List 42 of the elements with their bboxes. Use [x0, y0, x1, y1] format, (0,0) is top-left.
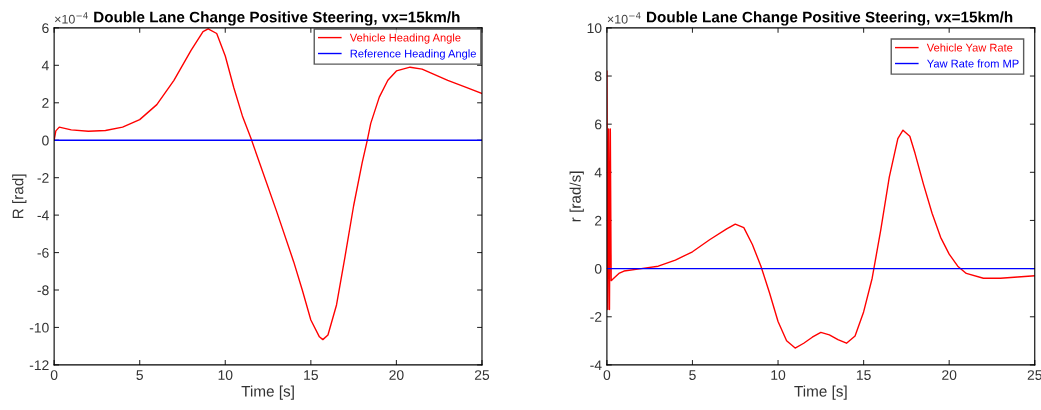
- chart-title: Double Lane Change Positive Steering, vx=15km/h: [94, 11, 460, 26]
- x-tick-label: 15: [304, 370, 318, 380]
- x-tick-label: 5: [136, 370, 143, 380]
- y-tick-label: 6: [42, 23, 49, 34]
- y-tick-label: 6: [595, 119, 602, 130]
- legend-label: Vehicle Yaw Rate: [926, 43, 1013, 52]
- y-tick-label: 2: [595, 215, 602, 226]
- x-tick-label: 10: [771, 370, 786, 380]
- y-tick-label: 8: [594, 71, 602, 82]
- y-tick-label: -8: [37, 285, 49, 296]
- y-tick-label: -2: [37, 173, 49, 183]
- y-tick-label: 0: [42, 135, 49, 146]
- y-tick-label: 10: [587, 23, 602, 34]
- x-axis-title: Time [s]: [241, 385, 294, 400]
- legend-label: Reference Heading Angle: [350, 49, 476, 60]
- y-tick-label: -12: [29, 360, 49, 370]
- y-axis-title: r [rad/s]: [569, 171, 584, 222]
- legend-label: Vehicle Heading Angle: [349, 33, 461, 44]
- y-tick-label: 0: [594, 263, 602, 274]
- x-tick-label: 10: [218, 370, 233, 380]
- x-tick-label: 20: [389, 370, 404, 380]
- y-tick-label: 4: [594, 167, 602, 178]
- y-axis-title: R [rad]: [12, 174, 27, 219]
- x-tick-label: 25: [1027, 370, 1041, 380]
- x-tick-label: 0: [603, 370, 611, 380]
- x-tick-label: 15: [856, 370, 871, 380]
- chart-title: Double Lane Change Positive Steering, vx=15km/h: [646, 11, 1013, 26]
- x-tick-label: 25: [474, 370, 490, 380]
- y-tick-label: -6: [37, 247, 49, 258]
- y-tick-label: -2: [590, 312, 602, 322]
- y-tick-label: 2: [42, 98, 49, 108]
- text: ×10$^{−4}$: [55, 12, 88, 24]
- y-tick-label: -10: [29, 322, 49, 333]
- text: ×10$^{−4}$: [607, 12, 641, 24]
- x-tick-label: 5: [689, 370, 696, 380]
- x-tick-label: 20: [942, 370, 957, 380]
- x-tick-label: 0: [50, 370, 58, 380]
- x-axis-title: Time [s]: [794, 385, 847, 400]
- y-tick-label: 4: [41, 60, 49, 71]
- legend-label: Yaw Rate from MP: [927, 59, 1019, 68]
- y-tick-label: -4: [590, 360, 602, 370]
- y-tick-label: -4: [37, 210, 49, 221]
